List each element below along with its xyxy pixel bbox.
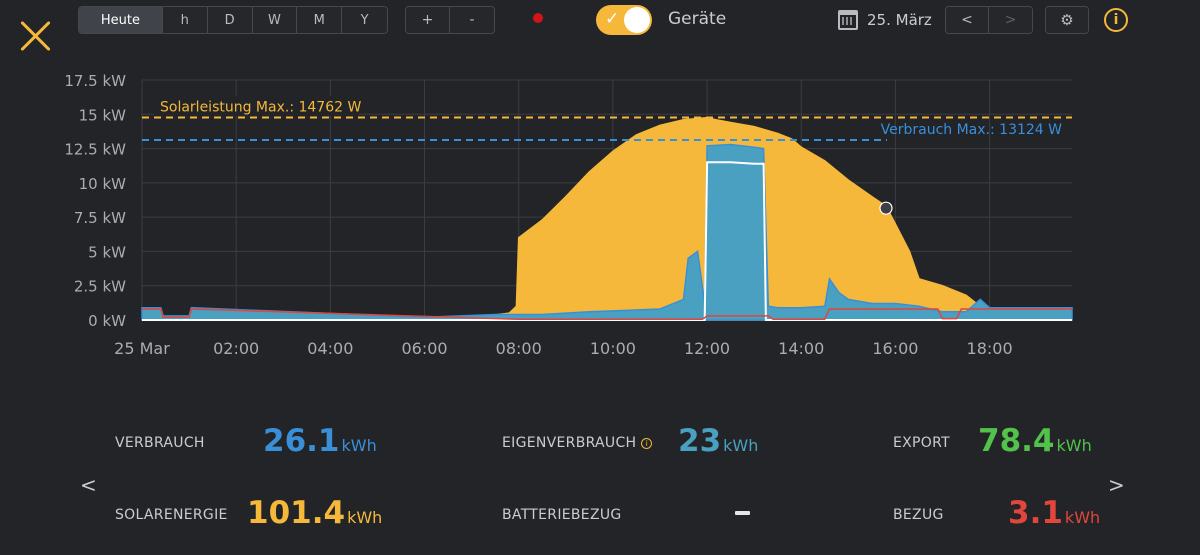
x-tick-label: 04:00 <box>307 339 353 358</box>
period-day-button[interactable]: D <box>207 7 253 33</box>
y-axis: 0 kW 2.5 kW 5 kW 7.5 kW 10 kW 12.5 kW 15 kW 17.… <box>64 72 126 330</box>
zoom-controls: + - <box>405 6 495 34</box>
prev-day-button[interactable]: < <box>946 7 990 33</box>
close-icon[interactable] <box>18 18 54 54</box>
y-tick-label: 10 kW <box>79 175 127 193</box>
period-today-button[interactable]: Heute <box>79 7 163 33</box>
series-area-verbrauch <box>141 143 1073 321</box>
period-hour-button[interactable]: h <box>162 7 208 33</box>
x-tick-label: 02:00 <box>213 339 259 358</box>
check-icon: ✓ <box>605 9 620 29</box>
live-indicator <box>533 13 543 23</box>
max-label: Verbrauch Max.: 13124 W <box>881 122 1063 138</box>
chart-series <box>141 116 1073 321</box>
series-line-bezug <box>142 308 1072 321</box>
summary-prev-arrow[interactable]: < <box>80 473 97 497</box>
x-tick-label: 14:00 <box>778 339 824 358</box>
x-tick-label: 16:00 <box>872 339 918 358</box>
zoom-in-button[interactable]: + <box>406 7 451 33</box>
solarenergie-label: SOLARENERGIE <box>115 507 228 523</box>
period-selector: Heute h D W M Y <box>78 6 388 34</box>
x-tick-label: 18:00 <box>967 339 1013 358</box>
eigenverbrauch-label: EIGENVERBRAUCH i <box>502 435 653 451</box>
x-axis: 25 Mar 02:00 04:00 06:00 08:00 10:00 12:00 14:0… <box>114 339 1012 358</box>
max-label: Solarleistung Max.: 14762 W <box>160 100 361 116</box>
y-tick-label: 5 kW <box>88 243 126 261</box>
devices-toggle-label: Geräte <box>668 9 727 29</box>
gear-icon: ⚙ <box>1060 11 1074 29</box>
x-tick-label: 10:00 <box>590 339 636 358</box>
y-tick-label: 0 kW <box>88 312 126 330</box>
period-month-button[interactable]: M <box>297 7 343 33</box>
chevron-right-icon: > <box>1004 12 1017 28</box>
y-tick-label: 12.5 kW <box>64 141 126 159</box>
solarenergie-value: 101.4 kWh <box>247 495 383 531</box>
date-navigation: < > <box>945 6 1033 34</box>
eigenverbrauch-info-icon[interactable]: i <box>641 438 653 449</box>
devices-toggle[interactable]: ✓ <box>596 5 652 35</box>
zoom-out-button[interactable]: - <box>450 7 494 33</box>
x-tick-label: 12:00 <box>684 339 730 358</box>
summary-next-arrow[interactable]: > <box>1108 473 1125 497</box>
y-tick-label: 2.5 kW <box>74 278 126 296</box>
batteriebezug-value <box>735 511 750 515</box>
series-line-gert <box>142 161 1072 321</box>
export-value: 78.4 kWh <box>978 423 1092 459</box>
next-day-button[interactable]: > <box>989 7 1032 33</box>
period-year-button[interactable]: Y <box>342 7 387 33</box>
bezug-value: 3.1 kWh <box>1008 495 1101 531</box>
x-tick-label: 08:00 <box>496 339 542 358</box>
date-label[interactable]: 25. März <box>867 11 932 29</box>
toggle-knob <box>624 7 650 33</box>
settings-group: ⚙ <box>1045 6 1089 34</box>
period-week-button[interactable]: W <box>252 7 298 33</box>
batteriebezug-label: BATTERIEBEZUG <box>502 507 622 523</box>
verbrauch-value: 26.1 kWh <box>263 423 377 459</box>
y-tick-label: 17.5 kW <box>64 72 126 90</box>
export-label: EXPORT <box>893 435 950 451</box>
power-chart[interactable]: Solarleistung Max.: 14762 W Verbrauch Max… <box>0 62 1200 372</box>
info-icon[interactable]: i <box>1104 8 1128 32</box>
eigenverbrauch-value: 23 kWh <box>678 423 759 459</box>
energy-summary: < > VERBRAUCH 26.1 kWh EIGENVERBRAUCH i 23… <box>0 415 1200 555</box>
y-tick-label: 7.5 kW <box>74 209 126 227</box>
y-tick-label: 15 kW <box>79 106 127 124</box>
max-label-bg <box>154 95 359 116</box>
bezug-label: BEZUG <box>893 507 944 523</box>
series-area-solarleistung <box>142 116 1073 321</box>
calendar-icon[interactable] <box>838 10 858 30</box>
device-marker-icon[interactable] <box>879 201 893 215</box>
chevron-left-icon: < <box>961 12 973 28</box>
verbrauch-label: VERBRAUCH <box>115 435 205 451</box>
chart-annotations: Solarleistung Max.: 14762 W Verbrauch Max… <box>142 95 1072 215</box>
settings-button[interactable]: ⚙ <box>1046 7 1088 33</box>
x-tick-label: 06:00 <box>401 339 447 358</box>
x-tick-label: 25 Mar <box>114 339 170 358</box>
